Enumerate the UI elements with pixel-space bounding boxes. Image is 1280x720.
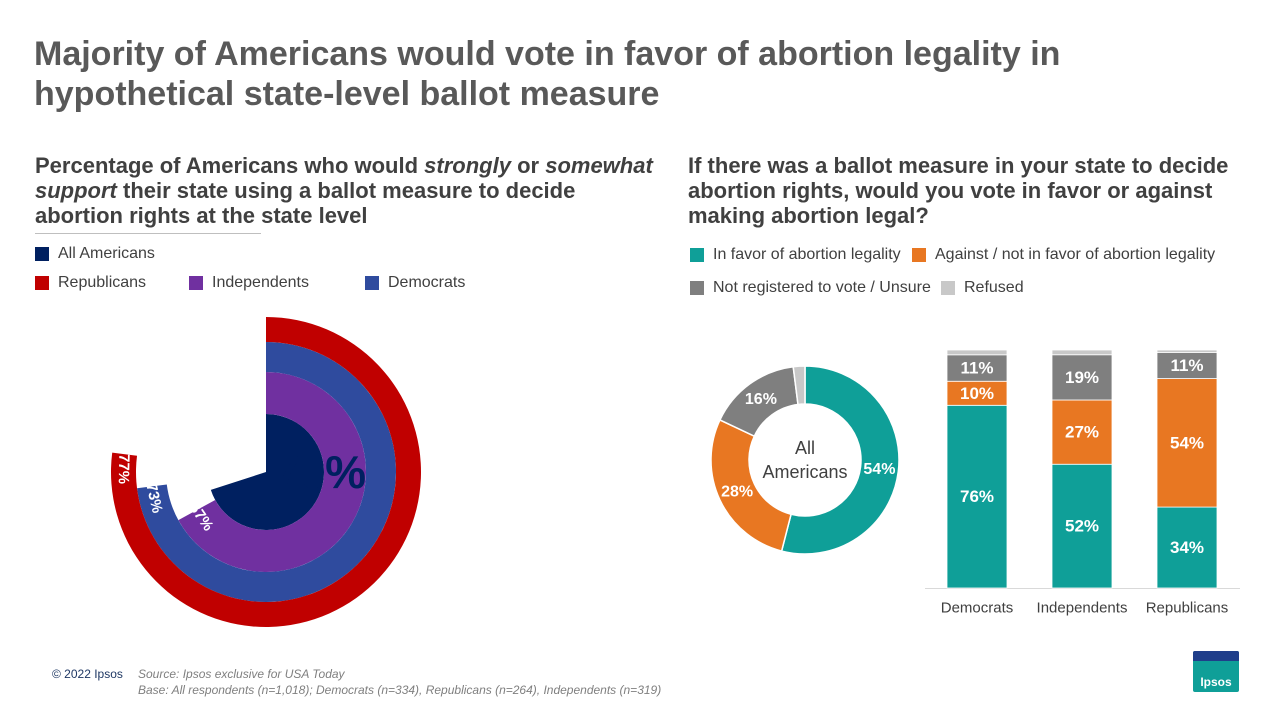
legend-label: Democrats [388, 274, 466, 291]
bar-label-independents-in-favor-of-abortion-legality: 52% [1065, 517, 1099, 536]
x-tick-label-republicans: Republicans [1146, 600, 1229, 617]
legend-item-refused: Refused [941, 279, 1024, 297]
legend-label: Republicans [58, 274, 147, 291]
radial-support-chart: 67%73%77% 70% [110, 317, 422, 627]
legend-label: All Americans [58, 245, 155, 262]
donut-center-label: Americans [762, 462, 847, 482]
subtitle-text: or [510, 153, 546, 178]
x-tick-label-democrats: Democrats [941, 600, 1014, 617]
bar-label-republicans-against-not-in-favor-of-abortion-legality: 54% [1170, 433, 1204, 452]
page-title: Majority of Americans would vote in favo… [34, 35, 1061, 113]
legend-label: Not registered to vote / Unsure [713, 279, 931, 296]
left-chart-subtitle: Percentage of Americans who would strong… [35, 153, 655, 228]
bar-label-democrats-against-not-in-favor-of-abortion-legality: 10% [960, 384, 994, 403]
bar-label-republicans-in-favor-of-abortion-legality: 34% [1170, 538, 1204, 557]
legend-item-against: Against / not in favor of abortion legal… [912, 246, 1215, 264]
legend-item-in-favor: In favor of abortion legality [690, 246, 901, 264]
bar-segment-republicans-in-favor-of-abortion-legality [1156, 506, 1218, 589]
bar-label-democrats-not-registered-to-vote-unsure: 11% [960, 359, 993, 378]
ipsos-logo: Ipsos [1193, 651, 1239, 692]
donut-slice-against-not-in-favor-of-abortion-legality [710, 418, 792, 552]
donut-slice-refused [792, 365, 806, 406]
legend-item-republicans: Republicans [35, 274, 146, 292]
bar-label-democrats-in-favor-of-abortion-legality: 76% [960, 487, 994, 506]
subtitle-text: Percentage of Americans who would [35, 153, 425, 178]
bar-label-independents-against-not-in-favor-of-abortion-legality: 27% [1065, 423, 1099, 442]
bar-label-republicans-not-registered-to-vote-unsure: 11% [1170, 356, 1203, 375]
legend-swatch [189, 276, 203, 290]
footer-source: Source: Ipsos exclusive for USA Today [138, 667, 345, 681]
party-stacked-bar-chart: 76% 10% 11% Democrats 52% 27% 19% Independents 3… [925, 349, 1240, 617]
legend-item-not-registered: Not registered to vote / Unsure [690, 279, 931, 297]
subtitle-text: their state using a ballot measure to de… [35, 178, 576, 228]
legend-swatch [35, 276, 49, 290]
donut-slice-in-favor-of-abortion-legality [780, 365, 900, 555]
bar-label-independents-not-registered-to-vote-unsure: 19% [1065, 368, 1099, 387]
legend-label: In favor of abortion legality [713, 246, 901, 263]
legend-item-independents: Independents [189, 274, 309, 292]
bar-segment-republicans-refused [1156, 349, 1218, 353]
legend-swatch [365, 276, 379, 290]
donut-label-not-registered-to-vote-unsure: 16% [745, 391, 777, 408]
bar-segment-democrats-in-favor-of-abortion-legality [946, 404, 1008, 589]
logo-text: Ipsos [1200, 675, 1232, 689]
legend-label: Refused [964, 279, 1024, 296]
bar-segment-independents-refused [1051, 349, 1113, 356]
legend-label: Against / not in favor of abortion legal… [935, 246, 1216, 263]
bar-segment-republicans-not-registered-to-vote-unsure [1156, 351, 1218, 379]
bar-segment-independents-not-registered-to-vote-unsure [1051, 354, 1113, 401]
x-tick-label-independents: Independents [1037, 600, 1128, 617]
subtitle-emphasis: strongly [424, 153, 511, 178]
legend-item-all-americans: All Americans [35, 245, 155, 263]
footer-copyright: © 2022 Ipsos [52, 667, 123, 681]
ring-independents [178, 372, 366, 572]
bar-segment-independents-against-not-in-favor-of-abortion-legality [1051, 399, 1113, 465]
legend-swatch [690, 281, 704, 295]
bar-segment-democrats-not-registered-to-vote-unsure [946, 354, 1008, 382]
right-chart-subtitle: If there was a ballot measure in your st… [688, 153, 1229, 228]
ring-label-republicans: 77% [115, 454, 133, 484]
subtitle-emphasis: somewhat support [35, 153, 653, 203]
legend-swatch [690, 248, 704, 262]
ring-label-democrats: 73% [142, 482, 165, 515]
ring-all-americans [210, 414, 324, 530]
footer-base: Base: All respondents (n=1,018); Democra… [138, 683, 662, 697]
legend-item-democrats: Democrats [365, 274, 465, 292]
legend-swatch [941, 281, 955, 295]
legend-label: Independents [212, 274, 309, 291]
left-subtitle-rule [35, 233, 261, 234]
donut-center-label: All [795, 438, 815, 458]
legend-swatch [912, 248, 926, 262]
logo-band [1193, 651, 1239, 661]
all-americans-donut-chart: 54% 28% 16% All Americans [710, 365, 900, 555]
donut-label-in-favor-of-abortion-legality: 54% [863, 461, 895, 478]
center-value-label: 70% [274, 446, 366, 498]
donut-label-against-not-in-favor-of-abortion-legality: 28% [721, 483, 753, 500]
bar-segment-democrats-refused [946, 349, 1008, 356]
legend-swatch [35, 247, 49, 261]
